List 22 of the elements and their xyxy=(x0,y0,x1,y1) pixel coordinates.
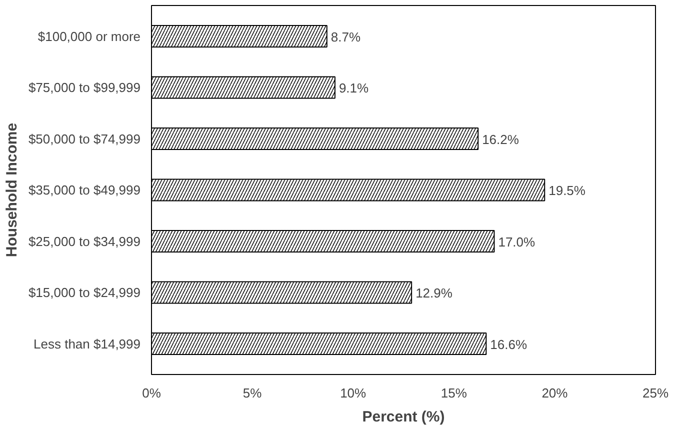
y-tick-label: $75,000 to $99,999 xyxy=(28,80,141,95)
data-label: 16.6% xyxy=(490,336,528,352)
data-label: 16.2% xyxy=(482,132,520,147)
y-tick-label: $25,000 to $34,999 xyxy=(28,234,141,249)
x-tick-label: 25% xyxy=(642,386,669,400)
x-axis-title: Percent (%) xyxy=(362,408,445,426)
x-tick-label: 10% xyxy=(340,386,367,400)
y-tick-label: $50,000 to $74,999 xyxy=(28,131,141,146)
y-tick-label: $100,000 or more xyxy=(38,28,140,44)
x-tick-label: 5% xyxy=(242,386,262,400)
data-label: 8.7% xyxy=(330,29,361,44)
data-label: 19.5% xyxy=(548,183,586,198)
data-label: 17.0% xyxy=(498,234,536,250)
data-label: 9.1% xyxy=(338,80,370,96)
y-tick-label: $15,000 to $24,999 xyxy=(28,285,141,300)
y-tick-label: Less than $14,999 xyxy=(34,336,141,352)
x-tick-label: 15% xyxy=(440,386,468,400)
data-label: 12.9% xyxy=(416,286,453,300)
y-axis-title: Household Income xyxy=(3,122,20,258)
y-tick-label: $35,000 to $49,999 xyxy=(28,182,141,198)
x-tick-label: 20% xyxy=(542,386,568,400)
x-tick-label: 0% xyxy=(142,386,162,400)
